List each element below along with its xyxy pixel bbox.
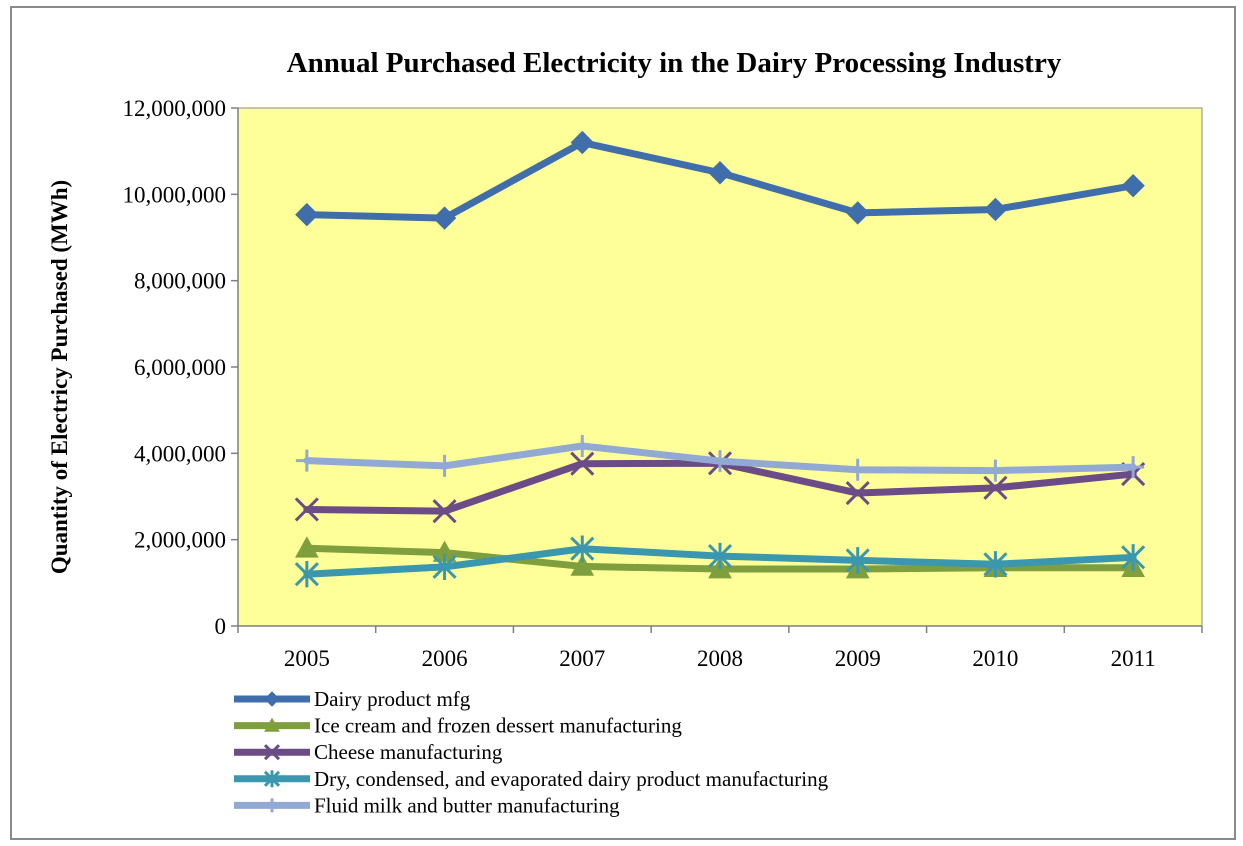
- legend-item: Cheese manufacturing: [234, 740, 503, 764]
- data-point: [984, 459, 1007, 482]
- data-point: [845, 547, 870, 574]
- series-4: [295, 434, 1145, 482]
- data-point: [570, 535, 595, 562]
- data-point: [570, 451, 595, 476]
- data-point: [983, 551, 1008, 578]
- legend-label: Ice cream and frozen dessert manufacturi…: [314, 714, 682, 738]
- x-tick-label: 2010: [972, 646, 1018, 671]
- y-tick-label: 10,000,000: [123, 182, 227, 207]
- x-tick-label: 2008: [697, 646, 743, 671]
- series-3: [294, 535, 1146, 588]
- data-point: [295, 449, 318, 472]
- legend-marker: [264, 717, 280, 732]
- legend-marker: [263, 770, 281, 788]
- legend-marker: [265, 798, 279, 813]
- line-chart: Annual Purchased Electricity in the Dair…: [47, 47, 1203, 817]
- data-point: [432, 553, 457, 581]
- y-tick-label: 8,000,000: [134, 269, 226, 294]
- y-ticks: 0 2,000,000 4,000,000 6,000,000 8,000,000 10,…: [123, 96, 238, 639]
- data-point: [845, 480, 870, 506]
- legend-label: Dry, condensed, and evaporated dairy pro…: [314, 767, 829, 791]
- x-ticks: 2005 2006 2007 2008 2009 2010 2011: [237, 626, 1203, 671]
- chart-frame: Annual Purchased Electricity in the Dair…: [10, 6, 1236, 840]
- series-0: [295, 130, 1145, 230]
- data-point: [846, 458, 869, 481]
- x-tick-label: 2009: [835, 646, 881, 671]
- data-point: [432, 206, 457, 230]
- legend-item: Dairy product mfg: [234, 687, 471, 711]
- legend-label: Cheese manufacturing: [314, 740, 503, 764]
- data-point: [1121, 544, 1146, 571]
- x-tick-label: 2005: [284, 646, 330, 671]
- legend-item: Fluid milk and butter manufacturing: [234, 793, 620, 817]
- legend-item: Dry, condensed, and evaporated dairy pro…: [234, 767, 829, 791]
- data-point: [433, 454, 456, 477]
- data-point: [707, 542, 733, 570]
- data-point: [295, 202, 319, 227]
- data-point: [708, 161, 732, 185]
- data-point: [1121, 173, 1145, 198]
- legend-item: Ice cream and frozen dessert manufacturi…: [234, 714, 682, 738]
- legend-label: Dairy product mfg: [314, 687, 471, 711]
- data-point: [846, 201, 870, 225]
- data-point: [294, 561, 319, 588]
- x-tick-label: 2006: [422, 646, 468, 671]
- plot-area: [237, 107, 1203, 627]
- data-point: [432, 499, 457, 524]
- legend-marker: [264, 691, 280, 707]
- y-tick-label: 6,000,000: [134, 355, 226, 380]
- data-point: [983, 475, 1008, 500]
- x-tick-label: 2011: [1111, 646, 1156, 671]
- y-tick-label: 0: [215, 614, 227, 639]
- y-tick-label: 2,000,000: [134, 528, 226, 553]
- legend-label: Fluid milk and butter manufacturing: [314, 793, 620, 817]
- y-axis-label: Quantity of Electricy Purchased (MWh): [47, 180, 72, 574]
- legend-marker: [263, 744, 281, 761]
- chart-title: Annual Purchased Electricity in the Dair…: [287, 47, 1062, 79]
- data-point: [983, 197, 1008, 222]
- data-point: [709, 450, 731, 473]
- data-point: [295, 536, 319, 558]
- legend: Dairy product mfg Ice cream and frozen de…: [234, 687, 829, 817]
- data-point: [571, 434, 594, 457]
- x-tick-label: 2007: [559, 646, 605, 671]
- data-point: [570, 130, 594, 155]
- data-point: [570, 554, 595, 576]
- y-tick-label: 4,000,000: [134, 441, 226, 466]
- series-group: [294, 130, 1146, 588]
- data-point: [1122, 456, 1145, 479]
- data-point: [294, 497, 319, 522]
- y-tick-label: 12,000,000: [123, 96, 227, 121]
